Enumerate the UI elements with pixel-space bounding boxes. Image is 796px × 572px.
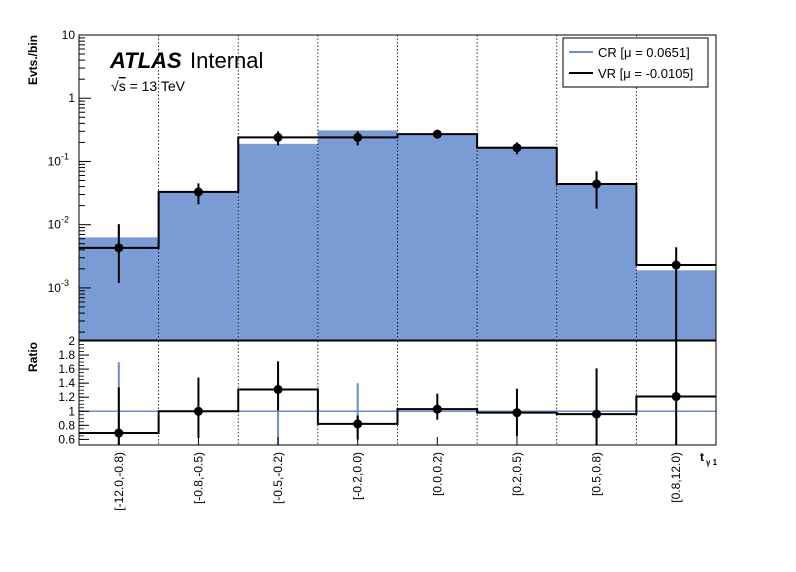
y-axis-title: Evts./bin (26, 35, 40, 85)
main-panel: 10-3 10-2 10-1 1 10 (48, 28, 717, 341)
energy-s: s (119, 78, 126, 94)
ratio-tick-label: 1.2 (58, 390, 75, 404)
cr-bar (317, 130, 398, 340)
main-frame (78, 34, 717, 341)
legend-cr-label: CR [μ = 0.0651] (598, 45, 690, 60)
vr-point (353, 132, 363, 142)
vr-point (273, 132, 283, 142)
ratio-frame (78, 340, 717, 446)
x-tick-label: [0.2,0.5) (510, 452, 524, 496)
energy-label: √s = 13 TeV (111, 78, 186, 94)
y-tick-label: 10-1 (48, 151, 69, 168)
ratio-points (114, 341, 681, 445)
cr-bar (238, 143, 318, 340)
y-tick-label: 10-2 (48, 215, 69, 232)
x-axis: [-12.0,-0.8) [-0.8,-0.5) [-0.5,-0.2) [-0.2,… (112, 437, 683, 511)
internal-label: Internal (190, 48, 263, 73)
ratio-bin-edge-grid (158, 341, 637, 445)
y-tick-label: 10 (62, 28, 76, 42)
x-tick-label: [0.0,0.2) (430, 452, 444, 496)
ratio-tick-label: 0.6 (58, 432, 75, 446)
cr-bar (477, 146, 557, 340)
x-tick-label: [-0.8,-0.5) (191, 452, 205, 504)
cr-bar (556, 183, 637, 340)
ratio-tick-label: 1.4 (58, 376, 75, 390)
energy-value: = 13 TeV (126, 78, 186, 94)
ratio-point (114, 428, 124, 438)
vr-points (114, 129, 681, 340)
atlas-label: ATLAS (109, 48, 182, 73)
ratio-tick-label: 1 (68, 404, 75, 418)
cr-bar (397, 134, 478, 340)
x-axis-title-sub: γ 1 (706, 458, 718, 467)
vr-point (512, 143, 522, 153)
ratio-tick-label: 1.6 (58, 362, 75, 376)
x-tick-label: [0.8,12.0) (669, 452, 683, 503)
ratio-point (353, 419, 363, 429)
ratio-point (432, 404, 442, 414)
vr-point (671, 260, 681, 270)
x-tick-label: [-12.0,-0.8) (112, 452, 126, 511)
ratio-point (592, 409, 602, 419)
vr-step-line (79, 133, 716, 267)
legend-box (562, 37, 709, 88)
y-tick-label: 1 (68, 91, 75, 105)
legend-vr-label: VR [μ = -0.0105] (598, 66, 693, 81)
ratio-tick-label: 1.8 (58, 348, 75, 362)
x-tick-label: [0.5,0.8) (590, 452, 604, 496)
vr-point (114, 243, 124, 253)
x-tick-label: [-0.2,0.0) (351, 452, 365, 500)
vr-point (592, 179, 602, 189)
vr-point (193, 187, 203, 197)
ratio-axis-title: Ratio (26, 342, 40, 372)
ratio-panel: 0.60.811.21.41.61.82 [-12.0,-0.8) [-0.8,-… (58, 334, 717, 511)
x-tick-label: [-0.5,-0.2) (271, 452, 285, 504)
main-y-axis: 10-3 10-2 10-1 1 10 (48, 28, 91, 333)
ratio-point (193, 406, 203, 416)
y-tick-label: 10-3 (48, 278, 69, 295)
legend: CR [μ = 0.0651] VR [μ = -0.0105] (562, 37, 709, 88)
cr-bar (158, 191, 239, 340)
ratio-point (512, 408, 522, 418)
ratio-tick-label: 0.8 (58, 418, 75, 432)
ratio-point (273, 384, 283, 394)
x-axis-title-main: t (700, 450, 704, 464)
vr-point (432, 129, 442, 139)
ratio-point (671, 392, 681, 402)
ratio-tick-label: 2 (68, 334, 75, 348)
ratio-y-axis: 0.60.811.21.41.61.82 (58, 334, 89, 446)
vr-histogram (79, 133, 716, 267)
energy-sqrt: √ (111, 78, 119, 94)
